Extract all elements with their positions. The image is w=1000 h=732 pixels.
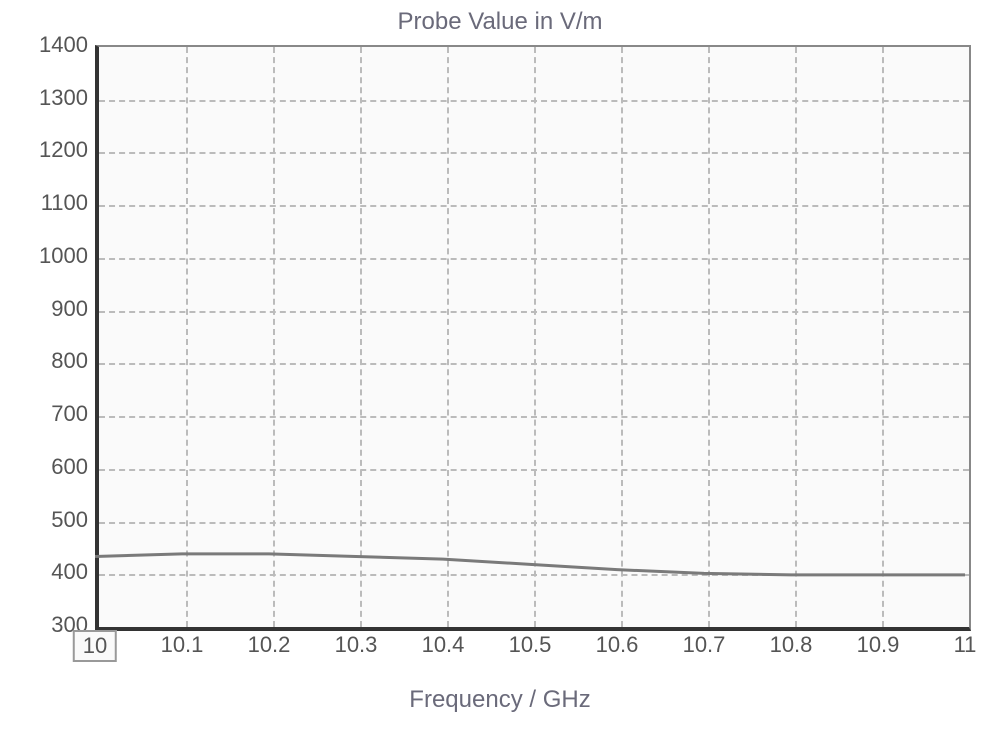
y-tick-label: 1000 [8,243,88,269]
gridline-vertical [273,47,275,627]
x-tick-label: 10.2 [229,632,309,658]
gridline-vertical [708,47,710,627]
x-tick-label: 10.4 [403,632,483,658]
y-tick-label: 700 [8,401,88,427]
gridline-vertical [882,47,884,627]
gridline-vertical [621,47,623,627]
y-tick-label: 600 [8,454,88,480]
x-tick-label: 10.5 [490,632,570,658]
chart-title: Probe Value in V/m [0,8,1000,36]
gridline-vertical [795,47,797,627]
x-tick-label: 10.9 [838,632,918,658]
x-tick-label: 10.1 [142,632,222,658]
gridline-vertical [360,47,362,627]
y-tick-label: 1100 [8,190,88,216]
gridline-vertical [534,47,536,627]
x-tick-label-boxed: 10 [73,630,117,662]
y-tick-label: 1200 [8,137,88,163]
gridline-vertical [447,47,449,627]
plot-area [95,45,971,631]
gridline-vertical [186,47,188,627]
x-tick-label: 10.8 [751,632,831,658]
x-tick-label: 10.6 [577,632,657,658]
x-tick-label: 11 [925,632,1000,658]
y-tick-label: 1400 [8,32,88,58]
chart-container: Probe Value in V/m Frequency / GHz 30040… [0,0,1000,732]
x-axis-label: Frequency / GHz [0,686,1000,714]
y-tick-label: 1300 [8,85,88,111]
y-tick-label: 500 [8,507,88,533]
y-tick-label: 800 [8,348,88,374]
y-tick-label: 900 [8,296,88,322]
x-tick-label: 10.3 [316,632,396,658]
x-tick-label: 10.7 [664,632,744,658]
y-tick-label: 400 [8,559,88,585]
